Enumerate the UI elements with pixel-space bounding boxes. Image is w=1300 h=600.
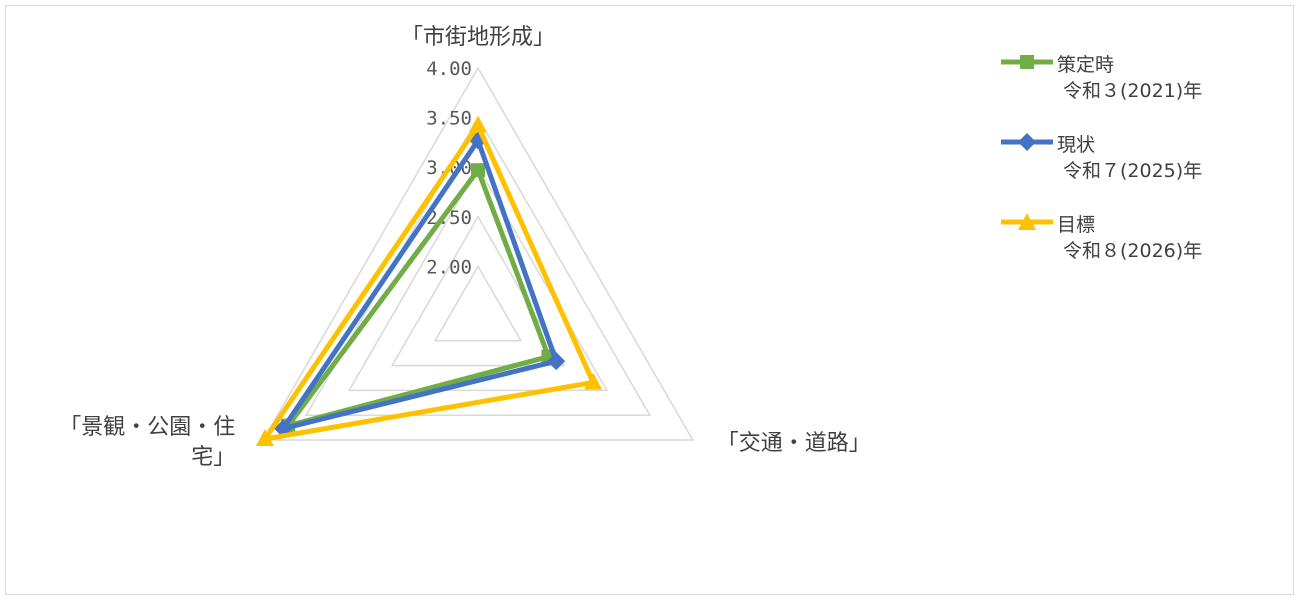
- legend-marker-square: [1001, 55, 1053, 69]
- chart-area: 2.00 2.50 3.00 3.50 4.00 「市街地形成」 「交通・道路」 「景観・公…: [5, 5, 1294, 595]
- axis-label: 「市街地形成」: [401, 25, 555, 50]
- data-point-triangle: [255, 429, 274, 447]
- axis-label: 「交通・道路」: [717, 431, 871, 456]
- radar-chart: 2.002.503.003.504.00 「市街地形成」「交通・道路」「景観・公…: [59, 25, 871, 470]
- series-line: [280, 137, 559, 432]
- radar-axis-labels: 「市街地形成」「交通・道路」 「景観・公園・住宅」: [59, 25, 871, 470]
- data-point-triangle: [584, 372, 603, 390]
- series-triangle: [255, 115, 603, 447]
- series-line: [285, 167, 551, 429]
- data-point-diamond: [547, 352, 566, 371]
- grid-ring: [390, 215, 566, 367]
- legend-item-baseline: 策定時 令和３(2021)年: [1001, 42, 1281, 102]
- legend-item-target: 目標 令和８(2026)年: [1001, 202, 1281, 262]
- legend-series-subtitle: 令和７(2025)年: [1063, 160, 1203, 182]
- radar-series: [255, 115, 603, 447]
- legend-marker-triangle: [1001, 213, 1053, 230]
- grid-ring: [433, 264, 523, 342]
- data-point-square: [471, 163, 485, 178]
- legend-series-subtitle: 令和８(2026)年: [1063, 240, 1203, 262]
- legend-series-name: 目標: [1057, 214, 1096, 236]
- series-line: [262, 123, 596, 442]
- tick-label: 4.00: [426, 58, 472, 80]
- grid-ring: [347, 165, 609, 392]
- legend-series-name: 策定時: [1057, 54, 1115, 76]
- tick-label: 2.00: [426, 256, 472, 278]
- tick-label: 3.50: [426, 108, 472, 130]
- legend-item-current: 現状 令和７(2025)年: [1001, 122, 1281, 182]
- data-point-triangle: [469, 115, 487, 133]
- axis-label: 「景観・公園・住宅」: [59, 415, 235, 470]
- legend-series-name: 現状: [1057, 134, 1096, 156]
- grid-ring: [261, 66, 695, 441]
- legend-marker-diamond: [1001, 133, 1053, 151]
- legend-series-subtitle: 令和３(2021)年: [1063, 80, 1203, 102]
